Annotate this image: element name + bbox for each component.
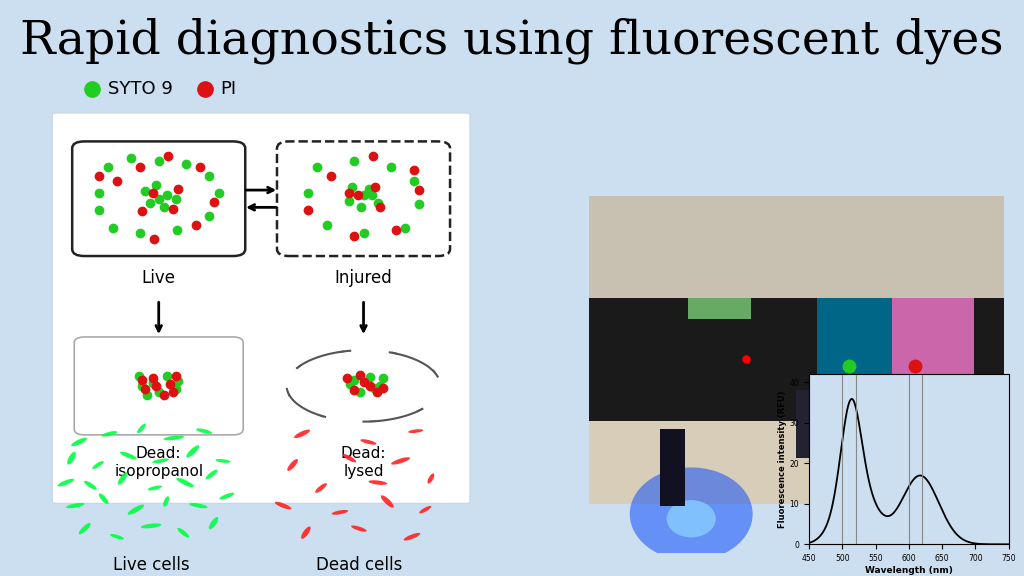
Ellipse shape <box>177 528 189 537</box>
Ellipse shape <box>209 517 218 529</box>
Text: Injured: Injured <box>335 270 392 287</box>
FancyBboxPatch shape <box>52 113 470 503</box>
Ellipse shape <box>163 497 169 507</box>
Ellipse shape <box>99 494 109 504</box>
Ellipse shape <box>419 506 431 513</box>
Ellipse shape <box>101 431 118 437</box>
Ellipse shape <box>219 492 234 499</box>
Ellipse shape <box>164 435 184 440</box>
Ellipse shape <box>120 452 136 459</box>
Ellipse shape <box>206 469 217 479</box>
Text: Dead:
isopropanol: Dead: isopropanol <box>114 446 204 479</box>
Ellipse shape <box>315 483 327 493</box>
Ellipse shape <box>147 486 162 491</box>
Ellipse shape <box>186 445 200 458</box>
Ellipse shape <box>294 430 310 438</box>
Ellipse shape <box>71 438 87 446</box>
Ellipse shape <box>67 503 84 508</box>
X-axis label: Wavelength (nm): Wavelength (nm) <box>865 566 952 575</box>
Ellipse shape <box>216 459 230 463</box>
Ellipse shape <box>140 524 162 528</box>
Text: Live: Live <box>141 270 176 287</box>
Ellipse shape <box>79 523 91 535</box>
Ellipse shape <box>137 424 145 433</box>
Text: PI: PI <box>220 80 237 98</box>
FancyBboxPatch shape <box>75 337 244 435</box>
Text: Dead:
lysed: Dead: lysed <box>341 446 386 479</box>
Ellipse shape <box>427 473 434 484</box>
Ellipse shape <box>351 525 367 532</box>
Text: Live cells: Live cells <box>113 556 189 574</box>
Y-axis label: Fluorescence intensity (RFU): Fluorescence intensity (RFU) <box>777 391 786 528</box>
Ellipse shape <box>68 452 76 465</box>
Ellipse shape <box>176 478 194 487</box>
Circle shape <box>667 500 716 537</box>
FancyBboxPatch shape <box>276 142 450 256</box>
Circle shape <box>630 468 753 561</box>
Ellipse shape <box>343 454 356 463</box>
Ellipse shape <box>118 472 127 485</box>
Text: SYTO 9: SYTO 9 <box>108 80 172 98</box>
Ellipse shape <box>189 503 208 508</box>
Ellipse shape <box>274 502 292 509</box>
Bar <box>660 429 685 506</box>
FancyBboxPatch shape <box>72 142 246 256</box>
Text: Dead cells: Dead cells <box>315 556 402 574</box>
Ellipse shape <box>360 439 377 445</box>
Ellipse shape <box>403 533 420 540</box>
Ellipse shape <box>196 429 212 434</box>
Ellipse shape <box>128 505 144 515</box>
Ellipse shape <box>381 495 394 508</box>
Ellipse shape <box>301 526 310 539</box>
Ellipse shape <box>84 481 96 490</box>
Ellipse shape <box>332 510 348 515</box>
Ellipse shape <box>57 479 74 486</box>
Ellipse shape <box>92 461 103 469</box>
Ellipse shape <box>288 459 298 471</box>
Ellipse shape <box>110 534 124 540</box>
Ellipse shape <box>391 457 411 465</box>
Ellipse shape <box>369 480 387 485</box>
Ellipse shape <box>153 458 169 463</box>
Ellipse shape <box>409 429 423 433</box>
Text: Rapid diagnostics using fluorescent dyes: Rapid diagnostics using fluorescent dyes <box>20 17 1004 64</box>
